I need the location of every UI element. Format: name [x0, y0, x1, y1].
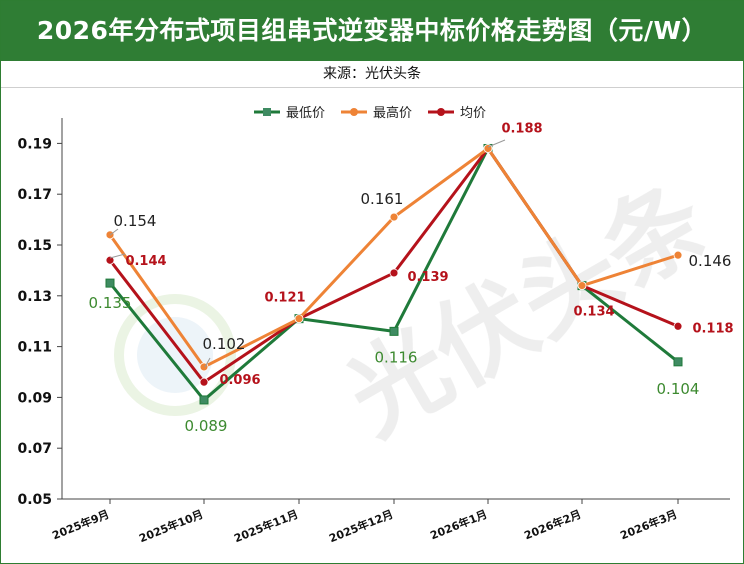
y-tick-label: 0.11	[17, 340, 52, 356]
x-tick-label: 2025年12月	[327, 507, 395, 545]
series-min-point	[673, 357, 683, 367]
series-avg-data-label: 0.121	[264, 291, 305, 306]
series-avg-data-label: 0.134	[573, 305, 614, 320]
legend-label: 均价	[460, 106, 486, 121]
series-max-point	[389, 212, 399, 222]
x-tick-label: 2025年10月	[137, 507, 205, 545]
series-avg-data-label: 0.118	[692, 321, 733, 336]
series-max-labels: 0.154 0.102 0.161 0.146	[109, 190, 732, 368]
y-tick-label: 0.13	[17, 289, 52, 305]
series-min-data-label: 0.135	[89, 294, 132, 312]
y-tick-label: 0.15	[17, 238, 52, 254]
series-min-labels: 0.135 0.089 0.116 0.104	[89, 294, 700, 435]
x-tick-label: 2026年1月	[428, 507, 489, 543]
legend-marker	[263, 108, 271, 116]
series-avg-point	[105, 255, 115, 265]
series-avg-data-label: 0.139	[407, 270, 448, 285]
series-layer: 0.135 0.089 0.116 0.104 0.154 0.102 0.161 0.146…	[89, 121, 734, 434]
y-tick-label: 0.05	[17, 492, 52, 508]
y-tick-label: 0.07	[17, 441, 52, 457]
legend-item-avg: 均价	[428, 106, 486, 121]
series-max-data-label: 0.146	[689, 252, 732, 270]
watermark-logo-center	[137, 317, 213, 393]
series-max-data-label: 0.161	[361, 190, 404, 208]
legend-label: 最高价	[373, 105, 412, 121]
y-tick-label: 0.17	[17, 187, 52, 203]
series-avg-point	[199, 377, 209, 387]
legend-marker	[350, 108, 358, 116]
data-label-leader	[109, 253, 126, 259]
series-max-data-label: 0.102	[203, 335, 246, 353]
series-max	[105, 144, 683, 372]
series-avg-data-label: 0.096	[219, 373, 260, 388]
y-tick-label: 0.19	[17, 136, 52, 152]
x-tick-label: 2025年11月	[232, 507, 300, 545]
data-label-leader	[487, 139, 506, 148]
series-min-data-label: 0.104	[657, 380, 700, 398]
watermark: 光伏头条	[114, 163, 726, 457]
series-max-point	[294, 314, 304, 324]
series-avg-point	[389, 268, 399, 278]
chart-title: 2026年分布式项目组串式逆变器中标价格走势图（元/W）	[1, 1, 743, 61]
data-label-leader	[109, 228, 119, 236]
series-min-data-label: 0.116	[375, 348, 418, 366]
x-tick-label: 2026年3月	[618, 507, 679, 543]
series-min-point	[199, 395, 209, 405]
x-tick-label: 2026年2月	[522, 507, 583, 543]
series-max-point	[577, 281, 587, 291]
data-label-leader	[204, 357, 211, 368]
legend-item-max: 最高价	[341, 105, 412, 121]
x-tick-label: 2025年9月	[50, 507, 111, 543]
legend-marker	[437, 108, 445, 116]
legend-item-min: 最低价	[254, 106, 325, 121]
series-avg-data-label: 0.188	[501, 121, 542, 136]
series-avg-point	[673, 321, 683, 331]
series-avg-labels: 0.144 0.096 0.121 0.139 0.188 0.134 0.118	[109, 121, 734, 388]
watermark-logo	[114, 294, 236, 416]
chart-source: 来源：光伏头条	[1, 61, 743, 88]
legend-label: 最低价	[286, 106, 325, 121]
chart-legend: 最低价 最高价 均价	[254, 105, 486, 121]
series-avg-data-label: 0.144	[125, 254, 166, 269]
series-min-point	[105, 278, 115, 288]
series-max-data-label: 0.154	[114, 212, 157, 230]
series-min-data-label: 0.089	[185, 417, 228, 435]
y-tick-label: 0.09	[17, 390, 52, 406]
series-min-point	[389, 326, 399, 336]
series-max-point	[673, 250, 683, 260]
